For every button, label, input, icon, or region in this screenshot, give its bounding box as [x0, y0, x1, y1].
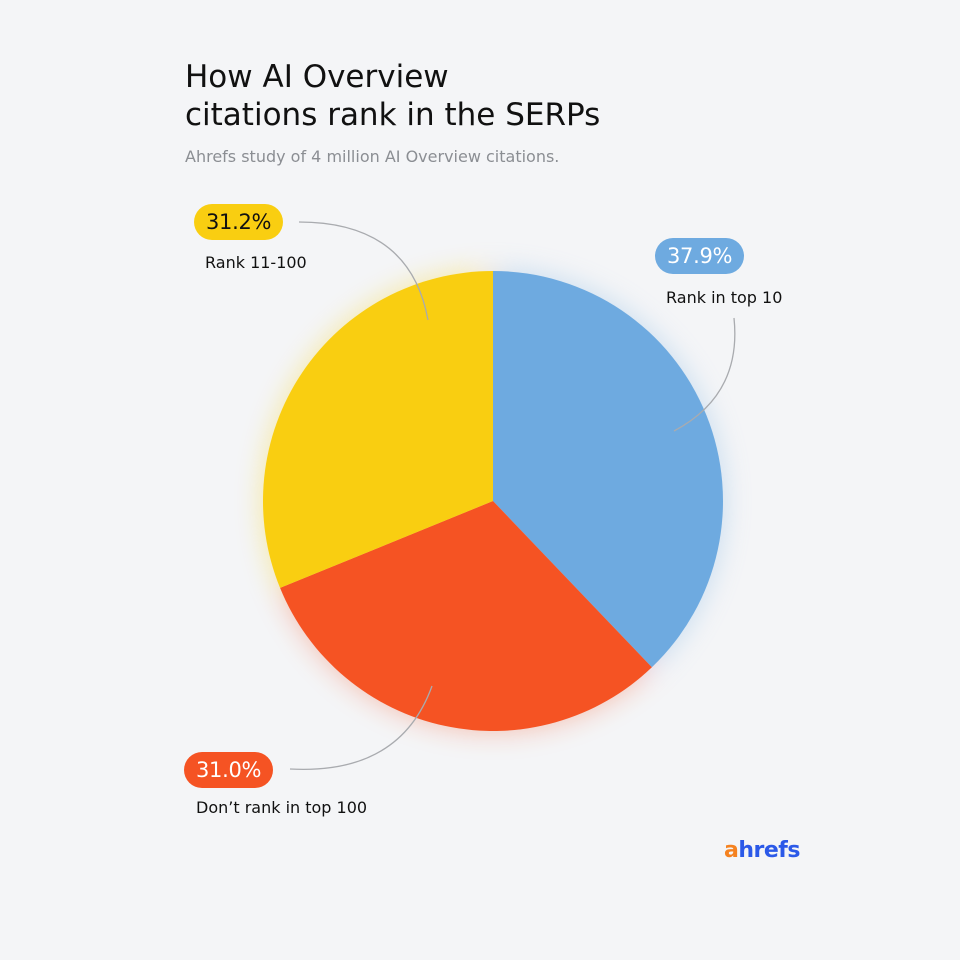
slice-label-top-10: Rank in top 10: [666, 288, 783, 307]
pie-slices: [262, 271, 723, 731]
slice-label-rank-11-100: Rank 11-100: [205, 253, 307, 272]
slice-label-not-top-100: Don’t rank in top 100: [196, 798, 368, 817]
chart-title-line-1: How AI Overview: [185, 59, 449, 95]
logo-letter-a: a: [724, 838, 739, 863]
chart-title: How AI Overview citations rank in the SE…: [185, 58, 785, 134]
logo-letters-hrefs: hrefs: [738, 838, 800, 863]
chart-title-line-2: citations rank in the SERPs: [185, 97, 601, 133]
slice-dont-rank-in-top-100: [280, 501, 652, 731]
leader-lines: [289, 221, 736, 771]
leader-line-top-10: [673, 317, 736, 432]
leader-line-rank-11-100: [298, 221, 429, 321]
slice-value-badge-not-top-100: 31.0%: [184, 752, 274, 788]
slice-value-badge-top-10: 37.9%: [655, 238, 745, 274]
leader-line-not-top-100: [289, 685, 433, 771]
slice-rank-11-100: [262, 271, 493, 588]
slice-value-badge-rank-11-100: 31.2%: [194, 204, 284, 240]
chart-subtitle: Ahrefs study of 4 million AI Overview ci…: [185, 147, 560, 166]
slice-rank-in-top-10: [493, 271, 723, 668]
ahrefs-logo: ahrefs: [724, 838, 800, 863]
